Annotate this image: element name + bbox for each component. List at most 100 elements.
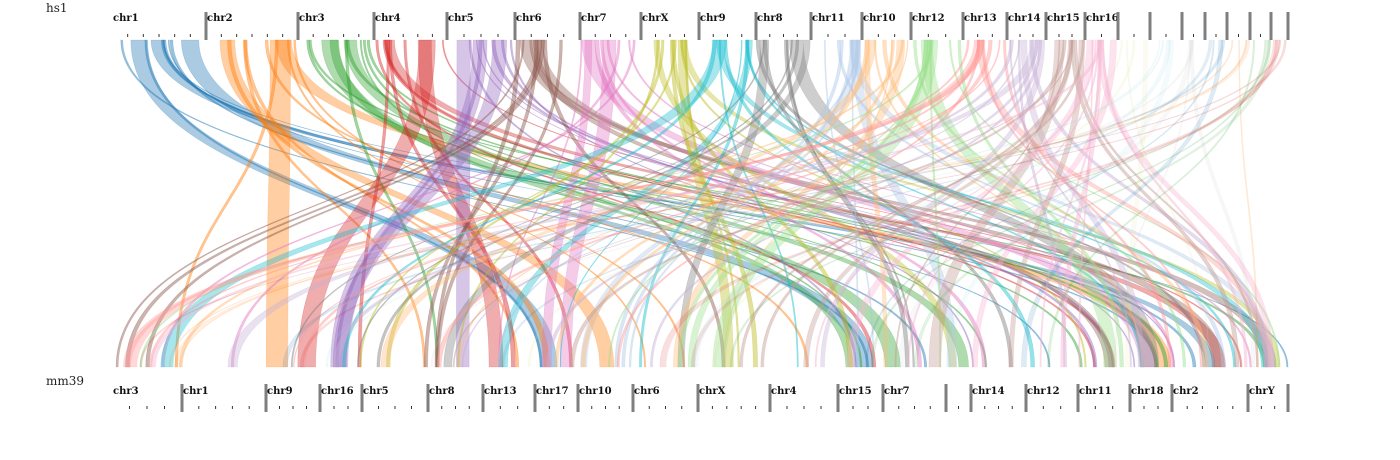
synteny-ribbon	[680, 39, 1281, 368]
top-chromosome-label: chr4	[375, 13, 401, 24]
synteny-ribbon	[541, 39, 593, 368]
top-chromosome-label: chr8	[757, 13, 783, 24]
synteny-ribbon	[803, 39, 1074, 368]
synteny-ribbon	[435, 39, 563, 368]
synteny-ribbon	[723, 39, 1035, 368]
synteny-ribbon	[581, 39, 1156, 368]
synteny-ribbon	[653, 39, 957, 368]
synteny-ribbon	[434, 39, 521, 368]
synteny-ribbon	[850, 39, 958, 368]
bottom-chromosome-label: chr15	[839, 386, 872, 397]
synteny-ribbon	[739, 39, 1085, 368]
bottom-chromosome-label: chr18	[1131, 386, 1164, 397]
synteny-ribbon	[150, 39, 1102, 368]
synteny-ribbon	[873, 39, 1144, 368]
synteny-ribbon	[1021, 39, 1224, 368]
synteny-ribbon	[456, 39, 471, 368]
top-chromosome-label: chr11	[812, 13, 845, 24]
synteny-ribbon	[692, 39, 1171, 368]
synteny-ribbon	[1017, 39, 1067, 368]
synteny-ribbon	[458, 39, 909, 368]
synteny-ribbon	[168, 39, 1248, 368]
top-chromosome-label: chr10	[863, 13, 896, 24]
bottom-chromosome-label: chr16	[321, 386, 354, 397]
synteny-ribbon	[820, 39, 1046, 368]
synteny-ribbon	[976, 39, 1272, 368]
synteny-ribbon	[332, 39, 1014, 368]
synteny-ribbon	[293, 39, 686, 368]
synteny-ribbon	[864, 39, 888, 368]
synteny-ribbon	[332, 39, 508, 368]
synteny-ribbon	[345, 39, 1159, 368]
synteny-ribbon	[789, 39, 1160, 368]
synteny-ribbon	[227, 39, 550, 368]
synteny-ribbon	[659, 39, 1280, 368]
bottom-chromosome-label: chr5	[363, 386, 389, 397]
synteny-ribbon	[628, 39, 1252, 368]
synteny-ribbon	[760, 39, 1074, 368]
synteny-ribbon	[501, 39, 1213, 368]
synteny-ribbon	[145, 39, 546, 368]
synteny-ribbon	[1008, 39, 1085, 368]
synteny-ribbon	[174, 39, 1251, 368]
synteny-ribbon	[290, 39, 765, 368]
synteny-ribbon	[120, 39, 870, 368]
top-chromosome-label: chr15	[1047, 13, 1080, 24]
synteny-ribbon	[527, 39, 1123, 368]
synteny-ribbon	[746, 39, 1144, 368]
synteny-ribbon	[851, 39, 859, 368]
synteny-ribbon	[600, 39, 987, 368]
bottom-chromosome-axis: chr3 chr1 chr9 chr16 chr5 chr8 chr13 chr17 chr10…	[113, 384, 1290, 412]
top-chromosome-label: chr1	[113, 13, 139, 24]
synteny-ribbon	[335, 39, 483, 368]
top-chromosome-label: chr2	[207, 13, 233, 24]
bottom-chromosome-label: chr13	[484, 386, 517, 397]
synteny-ribbon	[824, 39, 875, 368]
synteny-ribbon	[946, 39, 1174, 368]
synteny-ribbon	[882, 39, 1209, 368]
bottom-chromosome-label: chrX	[699, 386, 726, 397]
top-chromosome-axis: chr1 chr2 chr3 chr4 chr5 chr6 chr7 chrX chr9 chr8…	[113, 12, 1290, 40]
synteny-ribbon	[606, 39, 1176, 368]
synteny-ribbon	[907, 39, 1100, 368]
top-chromosome-label: chr7	[581, 13, 607, 24]
synteny-ribbon	[336, 39, 1161, 368]
synteny-ribbon	[671, 39, 853, 368]
synteny-ribbon	[519, 39, 1277, 368]
synteny-ribbon	[299, 39, 1287, 368]
synteny-ribbon	[814, 39, 1097, 368]
synteny-ribbon	[981, 39, 1203, 368]
synteny-ribbon	[178, 39, 905, 368]
synteny-ribbon	[680, 39, 1087, 368]
top-chromosome-label: chrX	[642, 13, 669, 24]
synteny-ribbon	[162, 39, 1158, 368]
synteny-ribbon	[1126, 39, 1210, 368]
synteny-ribbon	[650, 39, 1043, 368]
synteny-ribbon	[1125, 39, 1149, 368]
synteny-ribbon	[161, 39, 636, 368]
synteny-ribbon	[673, 39, 906, 368]
synteny-ribbon	[265, 39, 291, 368]
synteny-ribbon	[375, 39, 877, 368]
synteny-ribbon	[160, 39, 727, 368]
synteny-ribbon	[687, 39, 931, 368]
synteny-ribbon	[1070, 39, 1240, 368]
top-chromosome-label: chr6	[516, 13, 542, 24]
synteny-ribbon	[1074, 39, 1259, 368]
synteny-ribbon	[126, 39, 985, 368]
synteny-ribbon	[684, 39, 740, 368]
bottom-chromosome-label: chr8	[429, 386, 455, 397]
synteny-ribbon	[608, 39, 932, 368]
synteny-ribbon	[376, 39, 800, 368]
top-chromosome-label: chr3	[299, 13, 325, 24]
synteny-ribbon	[569, 39, 1067, 368]
synteny-ribbon	[227, 39, 1040, 368]
synteny-ribbon	[532, 39, 1225, 368]
synteny-ribbon	[308, 39, 1267, 368]
synteny-ribbon	[452, 39, 1073, 368]
synteny-ribbon	[677, 39, 734, 368]
synteny-ribbon	[914, 39, 1272, 368]
synteny-ribbon	[403, 39, 573, 368]
synteny-ribbon	[1020, 39, 1145, 368]
synteny-ribbon	[491, 39, 1114, 368]
